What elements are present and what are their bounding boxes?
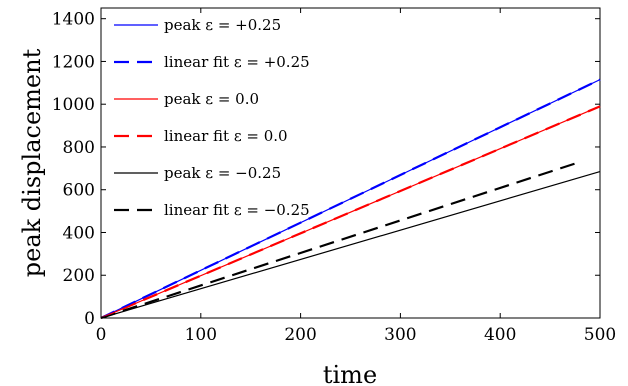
series-line-1 <box>100 79 601 319</box>
x-axis-label: time <box>323 361 377 386</box>
x-tick-label: 400 <box>484 325 516 345</box>
y-tick-label: 1200 <box>52 52 95 72</box>
legend-label-1: peak ε = +0.25 <box>164 16 281 34</box>
legend-label-4: linear fit ε = 0.0 <box>164 127 288 145</box>
x-tick-label: 500 <box>584 325 616 345</box>
legend-label-3: peak ε = 0.0 <box>164 90 259 108</box>
y-tick-label: 800 <box>63 138 95 158</box>
y-tick-label: 600 <box>63 181 95 201</box>
y-tick-label: 200 <box>63 266 95 286</box>
series-layer <box>100 78 601 320</box>
y-axis-label: peak displacement <box>18 48 46 277</box>
legend-label-5: peak ε = −0.25 <box>164 164 281 182</box>
y-tick-label: 1400 <box>52 10 95 30</box>
x-tick-label: 300 <box>384 325 416 345</box>
plot-frame <box>100 7 601 319</box>
legend: peak ε = +0.25 linear fit ε = +0.25 peak ε… <box>114 16 310 219</box>
y-tick-label: 0 <box>84 309 95 329</box>
x-tick-label: 100 <box>185 325 217 345</box>
x-tick-label: 200 <box>284 325 316 345</box>
series-line-5 <box>100 170 601 319</box>
series-line-6 <box>100 160 581 320</box>
y-tick-label: 400 <box>63 223 95 243</box>
x-tick-label: 0 <box>96 325 107 345</box>
legend-label-2: linear fit ε = +0.25 <box>164 53 310 71</box>
legend-label-6: linear fit ε = −0.25 <box>164 201 310 219</box>
ticks-layer: 0 100 200 300 400 500 0 200 400 600 800 1000 1200 140… <box>52 8 616 345</box>
y-tick-label: 1000 <box>52 95 95 115</box>
series-line-3 <box>100 105 601 319</box>
